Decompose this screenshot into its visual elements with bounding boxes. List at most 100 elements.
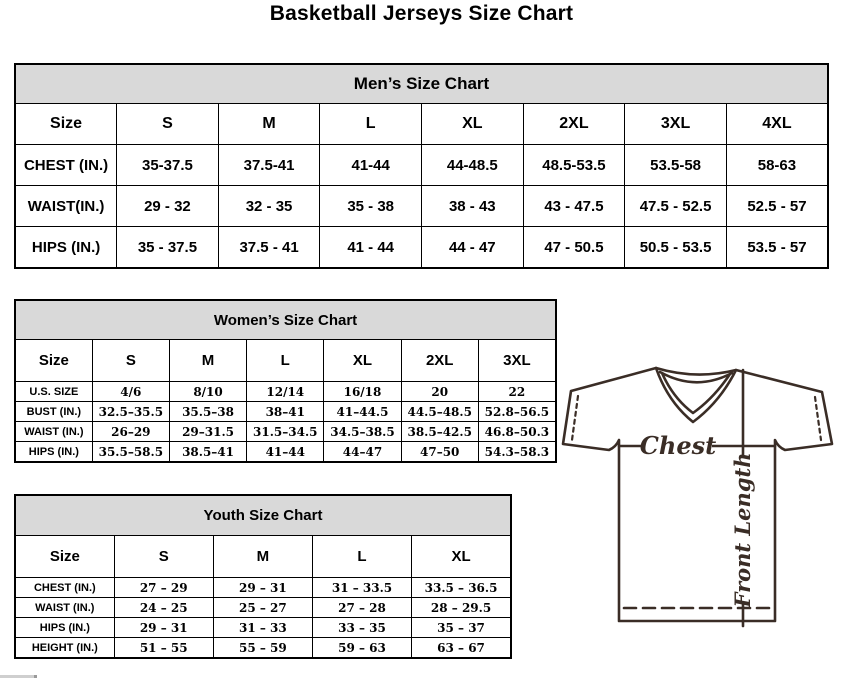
value-cell: 41 - 44	[319, 226, 422, 269]
row-label: WAIST(IN.)	[14, 185, 118, 227]
value-cell: 26–29	[91, 421, 170, 442]
womens-table: Women’s Size Chart Size S M L XL 2XL 3XL U.S. SI…	[14, 299, 557, 463]
value-cell: 58-63	[725, 144, 829, 186]
value-cell: 52.5 - 57	[725, 185, 829, 227]
size-header-cell: 3XL	[477, 339, 557, 382]
value-cell: 4/6	[91, 381, 170, 402]
row-label: CHEST (IN.)	[14, 577, 115, 598]
value-cell: 27 – 28	[311, 597, 413, 618]
size-header-cell: XL	[421, 103, 524, 145]
size-header-row: Size S M L XL 2XL 3XL 4XL	[14, 103, 829, 145]
size-header-row: Size S M L XL	[14, 535, 512, 578]
size-header-cell: XL	[323, 339, 402, 382]
value-cell: 8/10	[168, 381, 248, 402]
measurement-row: WAIST (IN.) 26–29 29–31.5 31.5–34.5 34.5–38.…	[14, 421, 557, 442]
size-header-cell: S	[116, 103, 219, 145]
youth-table: Youth Size Chart Size S M L XL CHEST (IN.) 27 –…	[14, 494, 512, 659]
value-cell: 43 - 47.5	[522, 185, 626, 227]
size-header-cell: L	[319, 103, 422, 145]
value-cell: 32 - 35	[217, 185, 321, 227]
measurement-row: CHEST (IN.) 35-37.5 37.5-41 41-44 44-48.5 48.…	[14, 144, 829, 186]
chart-title-row: Women’s Size Chart	[14, 299, 557, 340]
measurement-row: HIPS (IN.) 35 - 37.5 37.5 - 41 41 - 44 44 - …	[14, 226, 829, 269]
value-cell: 29 – 31	[113, 617, 214, 638]
value-cell: 29 – 31	[212, 577, 313, 598]
value-cell: 47–50	[400, 441, 479, 463]
value-cell: 35.5–38	[168, 401, 248, 422]
value-cell: 35.5–58.5	[91, 441, 170, 463]
size-header-row: Size S M L XL 2XL 3XL	[14, 339, 557, 382]
value-cell: 33.5 – 36.5	[411, 577, 512, 598]
value-cell: 47 - 50.5	[522, 226, 626, 269]
size-header-cell: XL	[411, 535, 512, 578]
value-cell: 51 – 55	[113, 637, 214, 659]
row-label: BUST (IN.)	[14, 401, 93, 422]
chart-title: Youth Size Chart	[14, 494, 512, 536]
value-cell: 37.5-41	[217, 144, 321, 186]
measurement-row: HIPS (IN.) 35.5–58.5 38.5–41 41–44 44–47 47–5…	[14, 441, 557, 463]
row-label: WAIST (IN.)	[14, 421, 93, 442]
value-cell: 16/18	[323, 381, 402, 402]
value-cell: 38–41	[246, 401, 325, 422]
value-cell: 44.5–48.5	[400, 401, 479, 422]
value-cell: 48.5-53.5	[522, 144, 626, 186]
horizontal-scrollbar-thumb[interactable]	[0, 675, 37, 678]
row-label: CHEST (IN.)	[14, 144, 118, 186]
row-label: WAIST (IN.)	[14, 597, 115, 618]
size-header-cell: L	[311, 535, 413, 578]
womens-size-chart-table: Women’s Size Chart Size S M L XL 2XL 3XL U.S. SI…	[14, 299, 557, 463]
value-cell: 32.5–35.5	[91, 401, 170, 422]
size-header-cell: 3XL	[624, 103, 727, 145]
jersey-measurement-diagram: Chest Front Length	[556, 360, 842, 665]
value-cell: 38.5–42.5	[400, 421, 479, 442]
value-cell: 20	[400, 381, 479, 402]
value-cell: 37.5 - 41	[217, 226, 321, 269]
value-cell: 25 – 27	[212, 597, 313, 618]
value-cell: 50.5 - 53.5	[624, 226, 727, 269]
size-header-label: Size	[14, 535, 115, 578]
jersey-outline-icon: Chest Front Length	[561, 366, 834, 628]
size-header-cell: S	[113, 535, 214, 578]
front-length-label: Front Length	[730, 453, 755, 609]
value-cell: 31 – 33	[212, 617, 313, 638]
value-cell: 46.8–50.3	[477, 421, 557, 442]
value-cell: 41–44	[246, 441, 325, 463]
page-title: Basketball Jerseys Size Chart	[269, 2, 574, 25]
value-cell: 12/14	[246, 381, 325, 402]
value-cell: 35 – 37	[411, 617, 512, 638]
size-header-cell: S	[91, 339, 170, 382]
value-cell: 29–31.5	[168, 421, 248, 442]
size-header-cell: 4XL	[725, 103, 829, 145]
value-cell: 28 – 29.5	[411, 597, 512, 618]
chest-label: Chest	[640, 431, 716, 460]
value-cell: 34.5–38.5	[323, 421, 402, 442]
chart-title-row: Youth Size Chart	[14, 494, 512, 536]
value-cell: 53.5-58	[624, 144, 727, 186]
row-label: HEIGHT (IN.)	[14, 637, 115, 659]
value-cell: 35-37.5	[116, 144, 219, 186]
size-header-cell: 2XL	[522, 103, 626, 145]
measurement-row: CHEST (IN.) 27 – 29 29 – 31 31 – 33.5 33.5 –…	[14, 577, 512, 598]
chart-title: Women’s Size Chart	[14, 299, 557, 340]
measurement-row: BUST (IN.) 32.5–35.5 35.5–38 38–41 41–44.5 44…	[14, 401, 557, 422]
value-cell: 55 – 59	[212, 637, 313, 659]
value-cell: 44–47	[323, 441, 402, 463]
value-cell: 54.3–58.3	[477, 441, 557, 463]
chart-title: Men’s Size Chart	[14, 63, 829, 104]
measurement-row: WAIST (IN.) 24 – 25 25 – 27 27 – 28 28 – 29.…	[14, 597, 512, 618]
measurement-row: U.S. SIZE 4/6 8/10 12/14 16/18 20 22	[14, 381, 557, 402]
mens-table: Men’s Size Chart Size S M L XL 2XL 3XL 4XL CHEST …	[14, 63, 829, 269]
value-cell: 53.5 - 57	[725, 226, 829, 269]
value-cell: 52.8–56.5	[477, 401, 557, 422]
size-header-label: Size	[14, 103, 118, 145]
value-cell: 27 – 29	[113, 577, 214, 598]
value-cell: 44-48.5	[421, 144, 524, 186]
mens-size-chart-table: Men’s Size Chart Size S M L XL 2XL 3XL 4XL CHEST …	[14, 63, 829, 269]
chart-title-row: Men’s Size Chart	[14, 63, 829, 104]
size-header-cell: L	[246, 339, 325, 382]
value-cell: 22	[477, 381, 557, 402]
value-cell: 41-44	[319, 144, 422, 186]
value-cell: 63 – 67	[411, 637, 512, 659]
value-cell: 38 - 43	[421, 185, 524, 227]
